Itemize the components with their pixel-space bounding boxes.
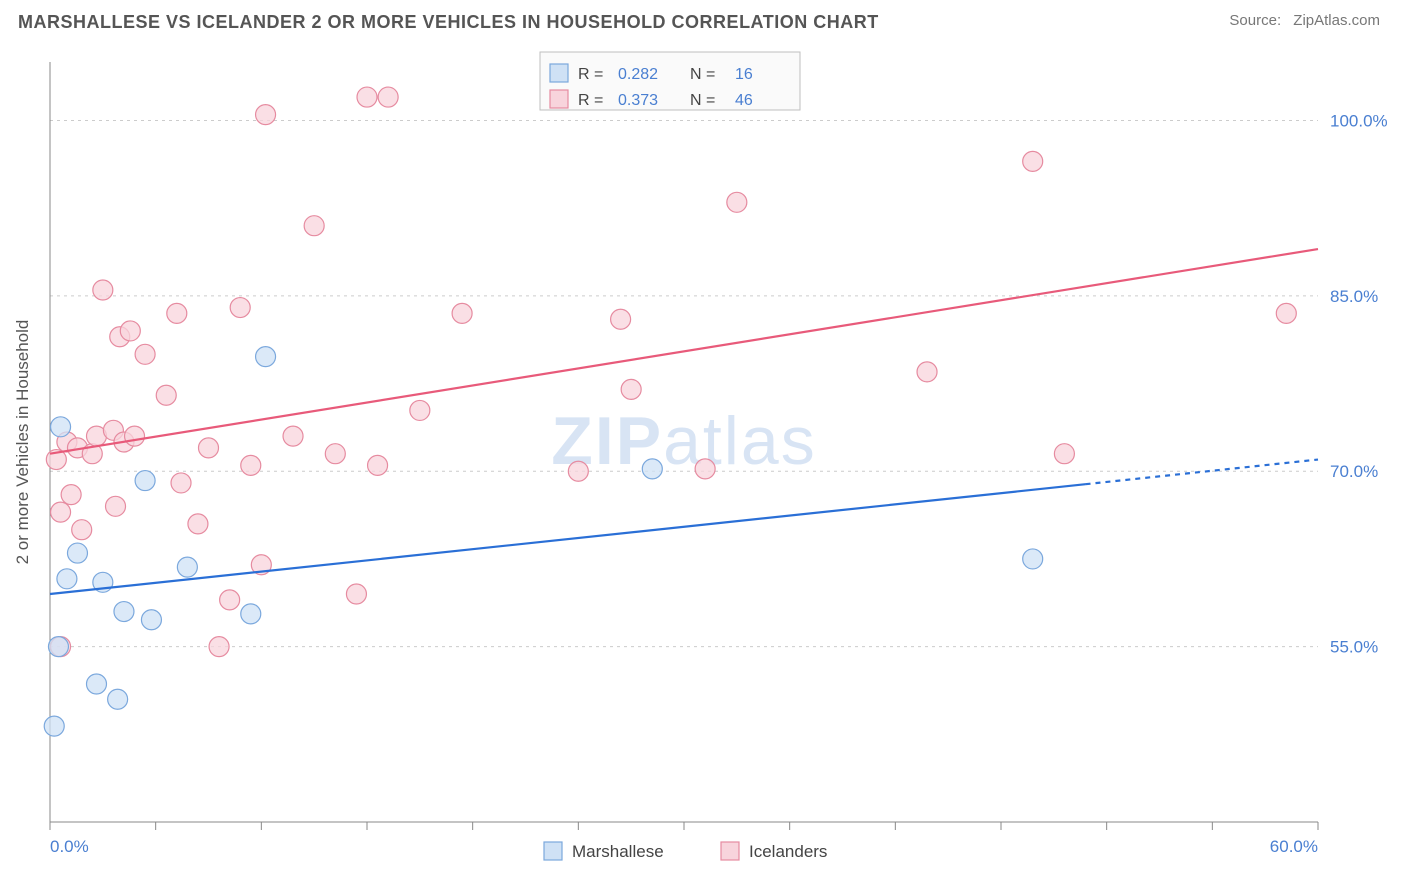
- svg-text:0.0%: 0.0%: [50, 837, 89, 856]
- scatter-point: [125, 426, 145, 446]
- svg-text:N =: N =: [690, 92, 715, 109]
- scatter-point: [167, 303, 187, 323]
- svg-text:R =: R =: [578, 66, 603, 83]
- scatter-point: [283, 426, 303, 446]
- scatter-point: [695, 459, 715, 479]
- scatter-point: [51, 502, 71, 522]
- scatter-point: [256, 347, 276, 367]
- svg-text:16: 16: [735, 66, 753, 83]
- scatter-point: [568, 461, 588, 481]
- scatter-point: [44, 716, 64, 736]
- scatter-point: [67, 543, 87, 563]
- scatter-point: [727, 192, 747, 212]
- scatter-point: [141, 610, 161, 630]
- legend-swatch: [550, 90, 568, 108]
- svg-text:100.0%: 100.0%: [1330, 111, 1388, 130]
- svg-text:R =: R =: [578, 92, 603, 109]
- series-legend: Marshallese Icelanders: [544, 842, 827, 861]
- svg-text:ZIPatlas: ZIPatlas: [551, 403, 816, 479]
- svg-text:46: 46: [735, 92, 753, 109]
- source-attribution: Source: ZipAtlas.com: [1229, 12, 1388, 30]
- scatter-point: [621, 379, 641, 399]
- svg-text:60.0%: 60.0%: [1270, 837, 1318, 856]
- svg-text:N =: N =: [690, 66, 715, 83]
- scatter-point: [1276, 303, 1296, 323]
- scatter-point: [452, 303, 472, 323]
- scatter-point: [135, 471, 155, 491]
- svg-text:55.0%: 55.0%: [1330, 638, 1378, 657]
- scatter-point: [108, 689, 128, 709]
- scatter-point: [325, 444, 345, 464]
- chart-title: MARSHALLESE VS ICELANDER 2 OR MORE VEHIC…: [18, 12, 879, 33]
- scatter-point: [346, 584, 366, 604]
- scatter-point: [410, 400, 430, 420]
- svg-text:85.0%: 85.0%: [1330, 287, 1378, 306]
- scatter-point: [120, 321, 140, 341]
- scatter-point: [241, 604, 261, 624]
- source-name: ZipAtlas.com: [1293, 12, 1380, 29]
- scatter-point: [177, 557, 197, 577]
- scatter-point: [93, 280, 113, 300]
- scatter-point: [304, 216, 324, 236]
- scatter-point: [1054, 444, 1074, 464]
- legend-swatch: [544, 842, 562, 860]
- svg-text:0.282: 0.282: [618, 66, 658, 83]
- legend-label: Marshallese: [572, 842, 664, 861]
- scatter-point: [241, 455, 261, 475]
- scatter-point: [220, 590, 240, 610]
- source-label: Source:: [1229, 12, 1285, 29]
- scatter-point: [156, 385, 176, 405]
- svg-text:0.373: 0.373: [618, 92, 658, 109]
- legend-swatch: [721, 842, 739, 860]
- legend-swatch: [550, 64, 568, 82]
- scatter-point: [368, 455, 388, 475]
- scatter-point: [917, 362, 937, 382]
- scatter-point: [357, 87, 377, 107]
- legend-label: Icelanders: [749, 842, 827, 861]
- chart-container: 55.0% 70.0% 85.0% 100.0% ZIPatlas 0.0% 60.0% 2 …: [0, 50, 1406, 892]
- scatter-point: [1023, 549, 1043, 569]
- trend-line-extrapolated: [1086, 460, 1318, 485]
- scatter-point: [1023, 151, 1043, 171]
- scatter-point: [61, 485, 81, 505]
- scatter-point: [51, 417, 71, 437]
- scatter-point: [209, 637, 229, 657]
- scatter-chart: 55.0% 70.0% 85.0% 100.0% ZIPatlas 0.0% 60.0% 2 …: [0, 50, 1406, 892]
- scatter-point: [106, 496, 126, 516]
- scatter-point: [114, 602, 134, 622]
- scatter-point: [199, 438, 219, 458]
- scatter-point: [135, 344, 155, 364]
- correlation-legend: R = 0.282 N = 16 R = 0.373 N = 46: [540, 52, 800, 110]
- scatter-point: [642, 459, 662, 479]
- scatter-point: [611, 309, 631, 329]
- svg-text:70.0%: 70.0%: [1330, 462, 1378, 481]
- scatter-point: [378, 87, 398, 107]
- scatter-point: [256, 105, 276, 125]
- scatter-point: [171, 473, 191, 493]
- scatter-point: [48, 637, 68, 657]
- scatter-point: [86, 674, 106, 694]
- trend-line: [50, 484, 1086, 594]
- scatter-point: [188, 514, 208, 534]
- scatter-point: [230, 298, 250, 318]
- svg-text:2 or more Vehicles in Househol: 2 or more Vehicles in Household: [13, 320, 32, 565]
- scatter-point: [57, 569, 77, 589]
- scatter-point: [72, 520, 92, 540]
